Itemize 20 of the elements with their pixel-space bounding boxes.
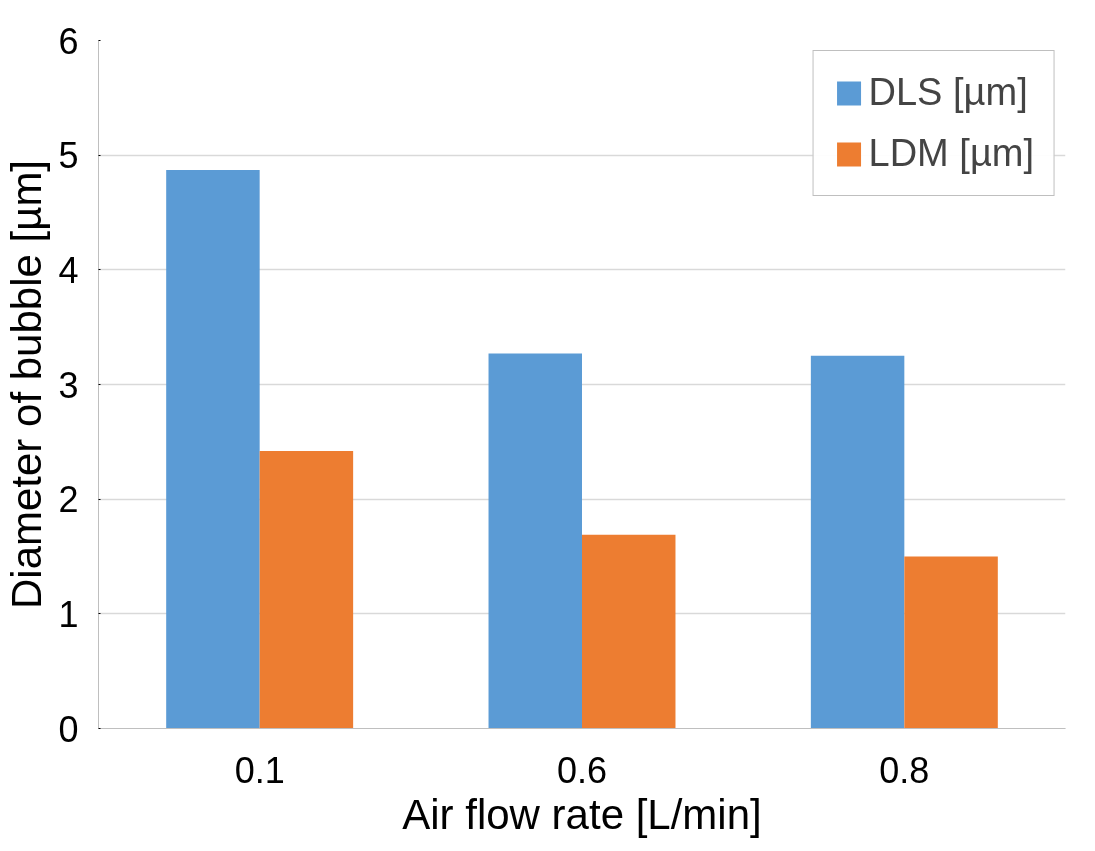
x-axis-title: Air flow rate [L/min] [402, 790, 762, 838]
y-tick-label: 4 [58, 249, 79, 291]
bar [810, 355, 905, 729]
x-tick-label: 0.6 [556, 749, 608, 791]
legend-label: DLS [µm] [868, 71, 1028, 114]
y-tick-label: 0 [58, 708, 79, 750]
legend-label: LDM [µm] [868, 132, 1034, 175]
y-tick-label: 6 [58, 20, 79, 62]
y-axis-title: Diameter of bubble [µm] [3, 159, 51, 610]
x-tick-label: 0.8 [879, 749, 930, 791]
y-tick-label: 5 [58, 135, 79, 177]
y-tick-label: 1 [58, 593, 79, 635]
y-tick-label: 2 [58, 479, 79, 521]
bar [488, 353, 582, 729]
bar [166, 170, 260, 729]
bar [904, 556, 998, 729]
x-tick-label: 0.1 [234, 749, 285, 791]
bar [582, 534, 676, 729]
bar [259, 451, 354, 729]
y-tick-label: 3 [58, 364, 79, 406]
